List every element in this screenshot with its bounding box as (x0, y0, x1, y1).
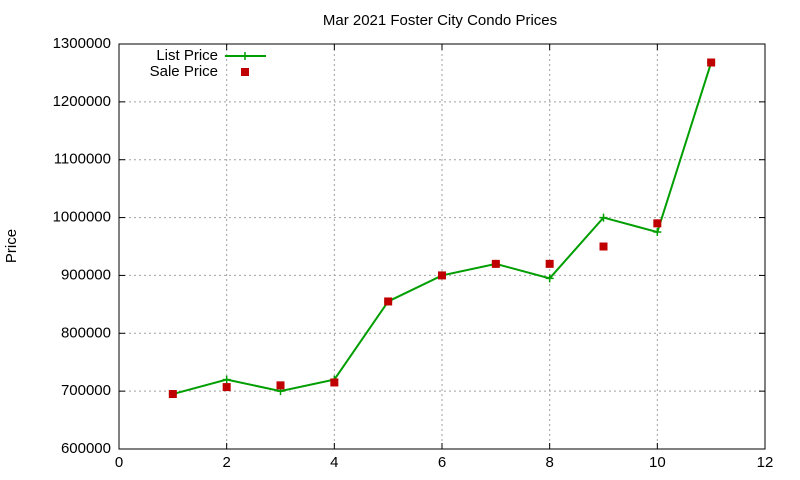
square-marker (222, 383, 231, 392)
square-marker (330, 378, 339, 387)
y-tick-label: 700000 (61, 382, 111, 399)
y-tick-label: 1300000 (53, 35, 111, 52)
square-marker (384, 297, 393, 306)
square-marker (599, 242, 608, 251)
x-tick-label: 4 (330, 454, 338, 471)
plot-border (118, 43, 766, 450)
chart-title: Mar 2021 Foster City Condo Prices (323, 12, 557, 29)
square-marker (707, 58, 716, 67)
legend-marker (241, 52, 249, 60)
square-marker (653, 219, 662, 228)
plus-marker (222, 375, 231, 384)
x-tick-label: 10 (649, 454, 666, 471)
plus-marker (599, 213, 608, 222)
y-tick-label: 1000000 (53, 209, 111, 226)
y-tick-label: 600000 (61, 440, 111, 457)
plus-marker (653, 228, 662, 237)
y-tick-label: 900000 (61, 266, 111, 283)
square-marker (545, 259, 554, 268)
y-tick-label: 1200000 (53, 93, 111, 110)
x-tick-label: 2 (222, 454, 230, 471)
legend-marker (241, 68, 249, 76)
x-tick-label: 8 (545, 454, 553, 471)
y-tick-label: 1100000 (54, 151, 111, 168)
square-marker (168, 390, 177, 399)
y-tick-label: 800000 (61, 324, 111, 341)
plus-marker (545, 274, 554, 283)
y-axis-label: Price (3, 229, 20, 263)
legend-label: Sale Price (150, 63, 218, 80)
x-tick-label: 0 (115, 454, 123, 471)
x-tick-label: 12 (757, 454, 774, 471)
square-marker (438, 271, 446, 280)
square-marker (491, 259, 500, 268)
legend-label: List Price (156, 47, 218, 64)
x-tick-label: 6 (438, 454, 446, 471)
square-marker (276, 381, 285, 390)
